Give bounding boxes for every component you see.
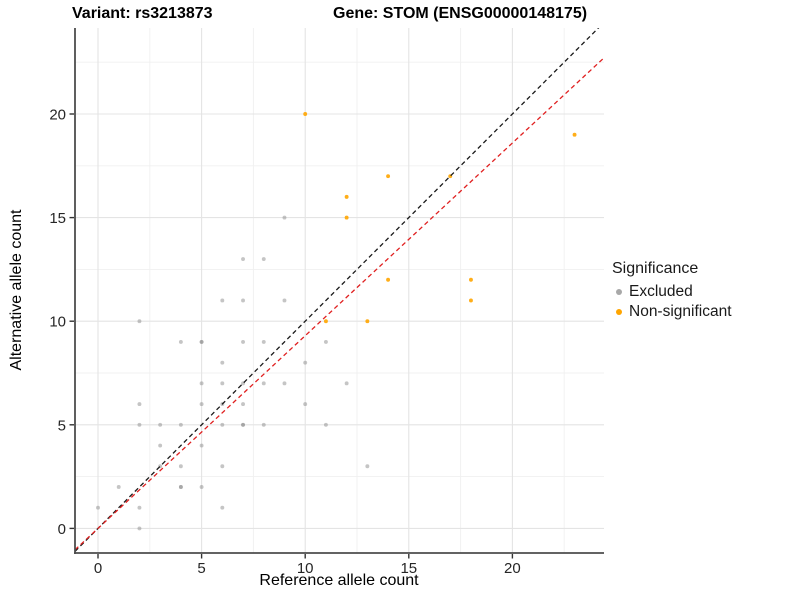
data-point: [178, 464, 183, 469]
data-point: [137, 422, 142, 427]
x-tick-label: 0: [94, 560, 102, 577]
y-tick-label: 0: [58, 521, 66, 538]
data-point: [365, 319, 370, 324]
data-point: [178, 339, 183, 344]
data-point: [199, 339, 204, 344]
y-tick-label: 10: [49, 314, 66, 331]
data-point: [220, 464, 225, 469]
y-tick-label: 15: [49, 210, 66, 227]
data-point: [137, 526, 142, 531]
data-point: [323, 339, 328, 344]
data-point: [241, 298, 245, 303]
variant-title: Variant: rs3213873: [72, 5, 213, 22]
x-tick-label: 5: [197, 560, 205, 577]
data-point: [199, 485, 204, 489]
data-point: [220, 505, 225, 510]
data-point: [137, 505, 142, 510]
legend-items: Excluded Non-significant: [612, 282, 732, 322]
data-point: [220, 381, 225, 386]
data-point: [199, 381, 204, 386]
data-point: [220, 360, 225, 365]
y-axis-title: Alternative allele count: [8, 209, 25, 371]
data-point: [158, 443, 163, 448]
data-point: [241, 402, 245, 407]
data-point: [261, 339, 266, 344]
data-point: [137, 319, 142, 324]
data-point: [116, 485, 121, 489]
data-point: [365, 464, 370, 469]
data-point: [323, 319, 328, 324]
data-point: [241, 422, 245, 427]
data-point: [220, 298, 225, 303]
data-point: [199, 402, 204, 407]
legend-item-excluded: Excluded: [612, 282, 732, 302]
data-point: [158, 422, 163, 427]
data-point: [469, 277, 473, 282]
data-point: [344, 194, 349, 199]
data-point: [303, 112, 308, 116]
data-point: [137, 402, 142, 407]
data-point: [96, 505, 100, 510]
data-point: [261, 422, 266, 427]
series-non-significant: [303, 112, 577, 324]
legend-key-dot: [616, 289, 622, 295]
legend-title: Significance: [612, 260, 699, 277]
legend-key-dot: [616, 309, 622, 315]
data-point: [261, 381, 266, 386]
data-point: [303, 360, 308, 365]
identity-line: [75, 28, 600, 552]
data-point: [344, 215, 349, 220]
data-point: [241, 257, 245, 261]
legend-item-label: Excluded: [629, 283, 693, 300]
expected-ratio-line: [75, 57, 604, 551]
legend-item-non-significant: Non-significant: [612, 302, 732, 322]
legend: Significance Excluded Non-significant: [612, 260, 732, 322]
data-point: [469, 298, 473, 303]
gene-title: Gene: STOM (ENSG00000148175): [333, 5, 588, 22]
data-point: [303, 402, 308, 407]
x-tick-label: 10: [297, 560, 314, 577]
data-point: [220, 422, 225, 427]
x-tick-label: 20: [504, 560, 521, 577]
data-point: [261, 257, 266, 261]
y-tick-label: 20: [49, 107, 66, 124]
data-point: [344, 381, 349, 386]
data-point: [282, 215, 287, 220]
legend-item-label: Non-significant: [629, 303, 732, 320]
x-axis-title: Reference allele count: [259, 572, 419, 589]
y-tick-label: 5: [58, 417, 66, 434]
x-tick-label: 15: [400, 560, 417, 577]
data-point: [282, 381, 287, 386]
data-point: [178, 422, 183, 427]
data-point: [199, 443, 204, 448]
series-excluded: [96, 215, 370, 531]
data-point: [323, 422, 328, 427]
data-point: [282, 298, 287, 303]
data-point: [178, 485, 183, 489]
data-point: [386, 174, 391, 179]
data-point: [241, 339, 245, 344]
data-point: [386, 277, 391, 282]
data-point: [572, 132, 577, 137]
